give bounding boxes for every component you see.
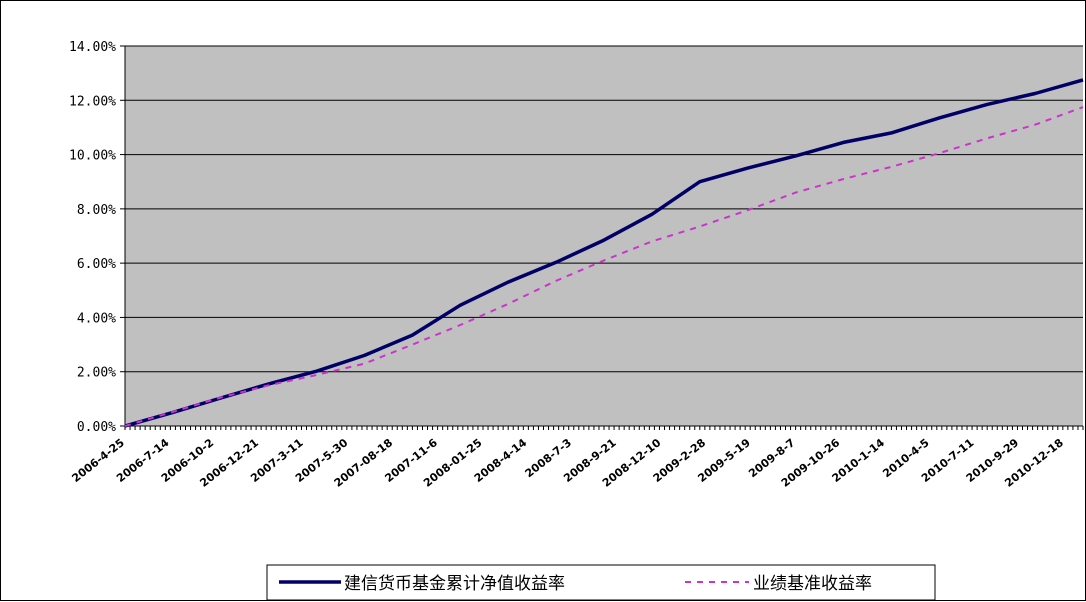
y-tick-label: 14.00% [69,40,116,55]
series-lines [124,78,1084,428]
y-tick-label: 10.00% [69,149,116,164]
plot-area [125,46,1083,426]
y-axis: 0.00% 2.00% 4.00% 6.00% 8.00% 10.00% 12.00% 14.… [69,40,126,435]
series-line-fund [124,78,1084,428]
gridlines [125,45,1083,373]
y-tick-label: 0.00% [77,420,116,435]
y-tick-label: 8.00% [77,203,116,218]
x-axis: 2006-4-252006-7-142006-10-22006-12-21200… [69,425,1084,490]
legend-box [266,564,936,601]
legend: 建信货币基金累计净值收益率 业绩基准收益率 [266,564,936,601]
series-line-benchmark [124,106,1084,427]
y-tick-label: 4.00% [77,311,116,326]
y-tick-label: 6.00% [77,257,116,272]
y-tick-label: 12.00% [69,94,116,109]
legend-label-benchmark: 业绩基准收益率 [753,574,872,594]
y-tick-label: 2.00% [77,366,116,381]
legend-label-fund: 建信货币基金累计净值收益率 [344,574,565,594]
